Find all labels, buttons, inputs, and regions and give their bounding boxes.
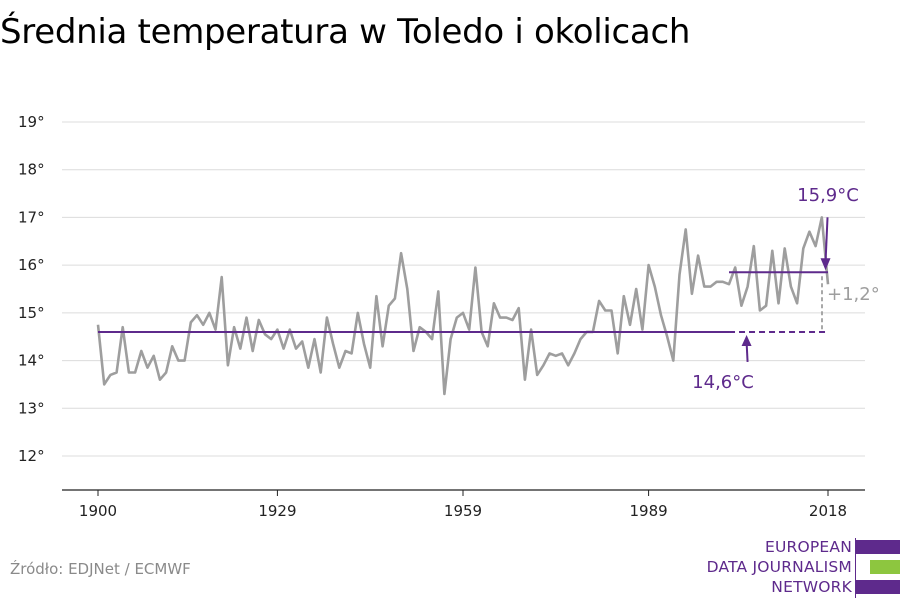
logo-line-network: NETWORK <box>771 578 852 596</box>
baseline-label: 14,6°C <box>692 372 754 393</box>
logo-bar-green <box>870 560 900 574</box>
difference-label: +1,2° <box>827 284 880 305</box>
y-tick-label-16: 16° <box>18 256 45 274</box>
x-tick-label-1929: 1929 <box>258 502 296 520</box>
y-tick-label-15: 15° <box>18 304 45 322</box>
recent-arrow-shaft <box>824 217 829 263</box>
y-tick-label-18: 18° <box>18 161 45 179</box>
logo-line-data-journalism: DATA JOURNALISM <box>706 558 852 576</box>
logo-bar-purple-bottom <box>855 580 900 594</box>
logo-divider <box>855 538 856 598</box>
x-tick-label-1989: 1989 <box>629 502 667 520</box>
y-tick-label-17: 17° <box>18 208 45 226</box>
recent-arrow-head <box>820 258 831 271</box>
y-tick-label-13: 13° <box>18 399 45 417</box>
x-tick-label-1959: 1959 <box>444 502 482 520</box>
logo-bar-purple-top <box>855 540 900 554</box>
chart-title: Średnia temperatura w Toledo i okolicach <box>0 12 691 52</box>
x-tick-label-1900: 1900 <box>79 502 117 520</box>
edjnet-logo: EUROPEAN DATA JOURNALISM NETWORK <box>700 538 900 598</box>
baseline-arrow-head <box>741 334 752 346</box>
recent-label: 15,9°C <box>797 185 859 206</box>
y-tick-label-19: 19° <box>18 113 45 131</box>
y-tick-label-12: 12° <box>18 447 45 465</box>
logo-line-european: EUROPEAN <box>764 538 852 556</box>
series-line-0 <box>96 216 830 396</box>
y-tick-label-14: 14° <box>18 352 45 370</box>
x-tick-label-2018: 2018 <box>809 502 847 520</box>
source-note: Źródło: EDJNet / ECMWF <box>10 560 191 578</box>
